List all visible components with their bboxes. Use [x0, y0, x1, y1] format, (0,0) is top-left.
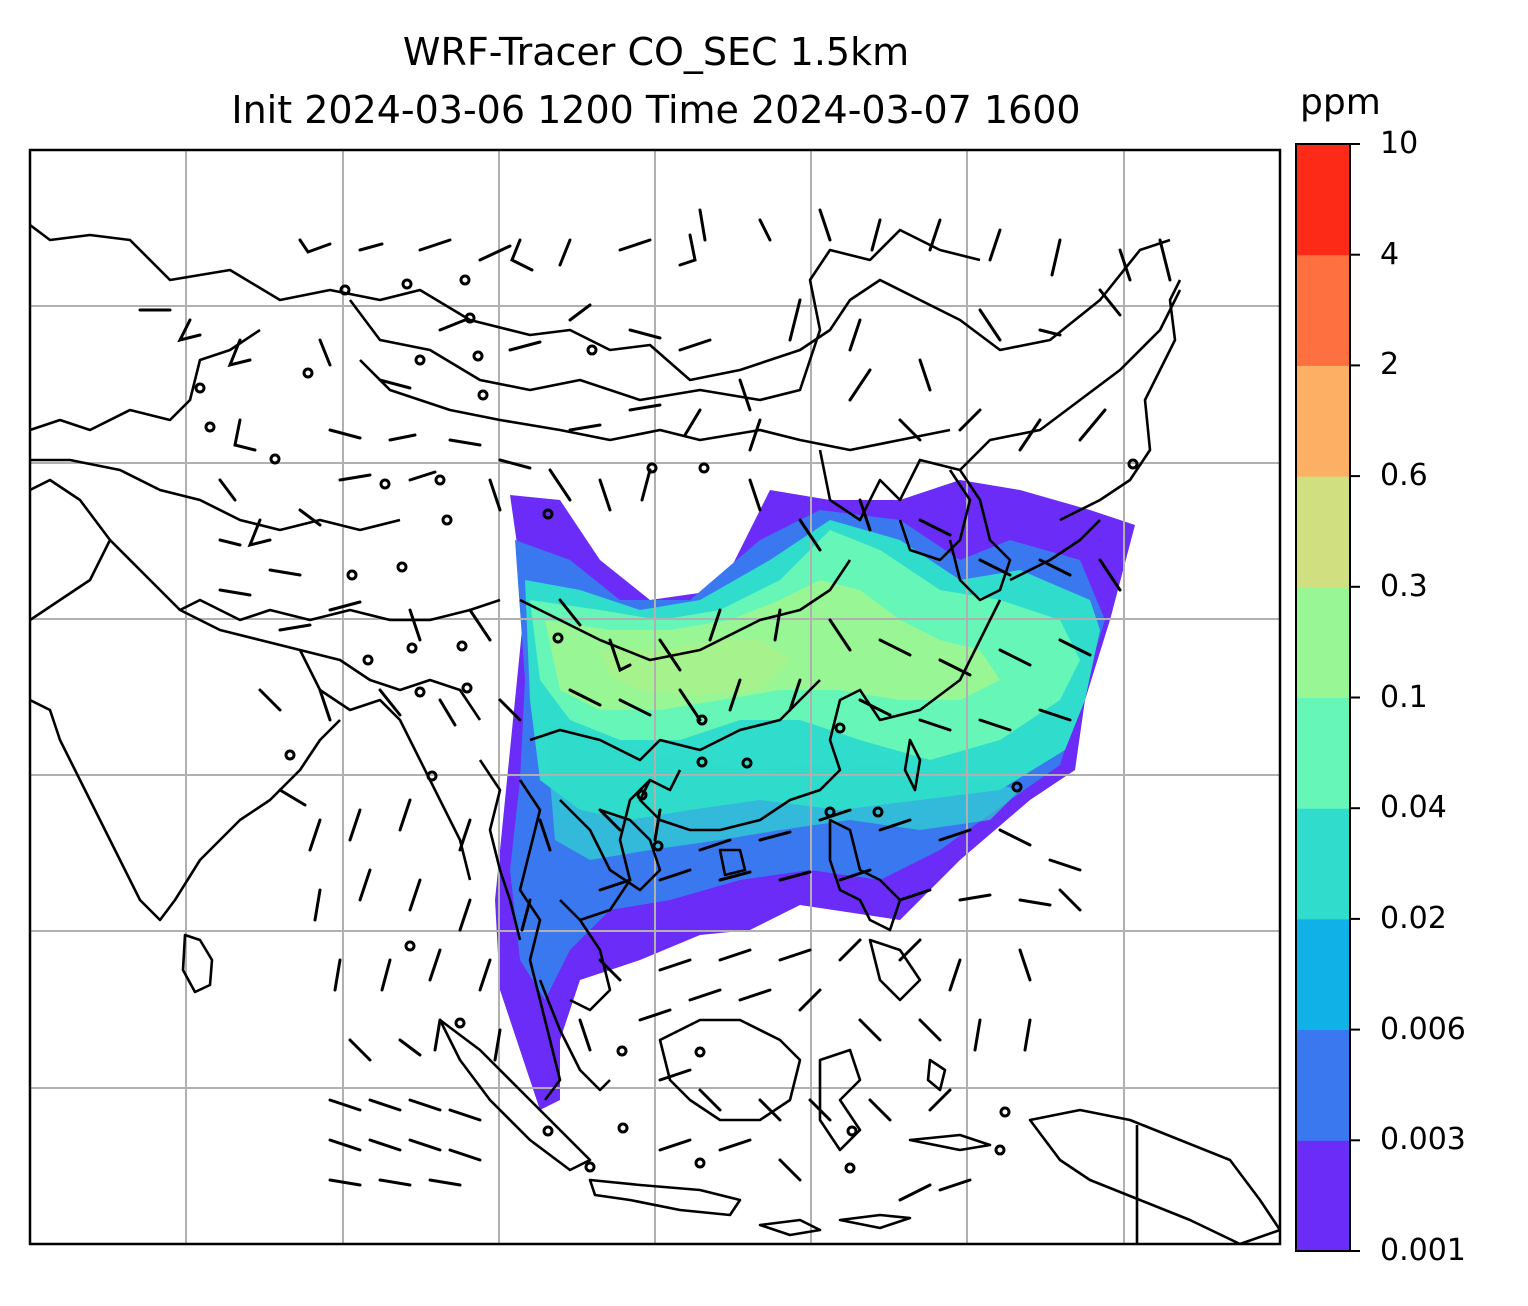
colorbar-band [1296, 144, 1350, 256]
map-title-line2: Init 2024-03-06 1200 Time 2024-03-07 160… [231, 88, 1081, 132]
wind-barbs [138, 208, 1172, 1202]
map-frame [28, 148, 1282, 1246]
colorbar-tick-label: 4 [1380, 236, 1400, 272]
colorbar [1295, 143, 1360, 1252]
colorbar-band [1296, 365, 1350, 477]
colorbar-band [1296, 586, 1350, 698]
colorbar-tick-label: 0.1 [1380, 679, 1428, 715]
colorbar-tick-label: 0.6 [1380, 458, 1428, 494]
colorbar-tick-label: 0.3 [1380, 568, 1428, 604]
colorbar-band [1296, 1140, 1350, 1252]
map-title-line1: WRF-Tracer CO_SEC 1.5km [402, 30, 910, 74]
colorbar-band [1296, 476, 1350, 588]
colorbar-band [1296, 254, 1350, 366]
colorbar-tick-label: 0.003 [1380, 1122, 1466, 1158]
colorbar-band [1296, 697, 1350, 809]
calm-wind-markers [194, 274, 1139, 1174]
colorbar-tick-label: 0.02 [1380, 900, 1447, 936]
colorbar-tick-label: 10 [1380, 126, 1419, 161]
colorbar-tick-label: 2 [1380, 347, 1400, 383]
colorbar-unit-label: ppm [1300, 82, 1381, 123]
colorbar-band [1296, 1029, 1350, 1141]
colorbar-tick-label: 0.006 [1380, 1011, 1466, 1047]
colorbar-band [1296, 918, 1350, 1031]
coastlines-borders [30, 223, 1280, 1244]
map-gridlines [30, 150, 1280, 1244]
colorbar-tick-label: 0.001 [1380, 1233, 1466, 1268]
colorbar-tick-label: 0.04 [1380, 790, 1447, 826]
colorbar-band [1296, 808, 1350, 920]
